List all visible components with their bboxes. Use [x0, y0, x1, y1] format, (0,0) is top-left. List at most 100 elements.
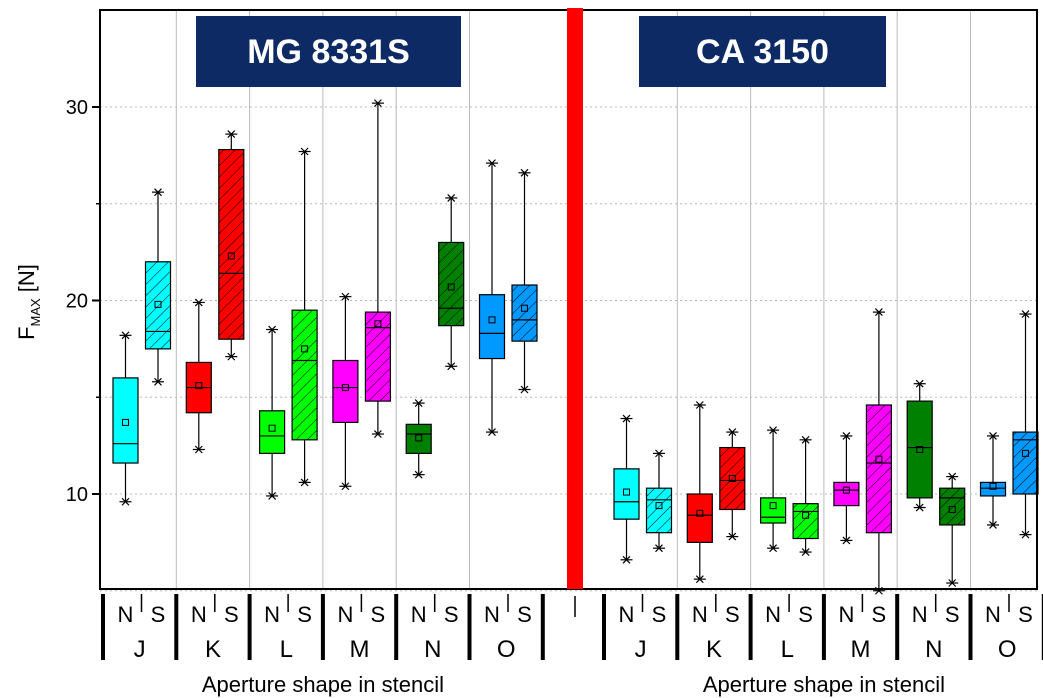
extreme-marker: [300, 147, 309, 156]
x-axis-label: Aperture shape in stencil: [202, 672, 444, 697]
group-label: N: [925, 636, 942, 663]
extreme-marker: [194, 298, 203, 307]
extreme-marker: [268, 492, 277, 500]
extreme-marker: [915, 379, 924, 388]
extreme-marker: [520, 168, 529, 177]
box-mean: [301, 345, 309, 353]
box-body: [759, 497, 787, 524]
group-label: L: [280, 636, 293, 663]
group-label: L: [781, 636, 794, 663]
extreme-marker: [801, 435, 810, 444]
sub-category-label: S: [517, 602, 532, 627]
extreme-marker: [622, 555, 631, 564]
box-mean: [623, 488, 630, 496]
box-hatch: [866, 404, 892, 533]
sub-category-label: S: [224, 602, 239, 627]
sub-category-label: S: [151, 602, 166, 627]
box-body: [332, 359, 359, 424]
box-mean: [521, 304, 528, 312]
x-axis-label: Aperture shape in stencil: [703, 672, 945, 697]
box-body: [112, 377, 139, 464]
extreme-marker: [728, 428, 737, 437]
sub-category-label: N: [191, 602, 207, 627]
box-hatch: [365, 312, 391, 402]
box-mean: [374, 320, 382, 328]
y-axis-label: FMAX [N]: [14, 264, 43, 340]
box-body: [833, 481, 860, 507]
box-mean: [769, 502, 777, 510]
extreme-marker: [655, 544, 663, 553]
box-mean: [1022, 449, 1029, 457]
box-mean: [341, 384, 349, 392]
box-mean: [227, 252, 235, 260]
sub-category-label: S: [652, 602, 667, 627]
extreme-marker: [948, 472, 957, 481]
box-mean: [948, 505, 956, 513]
extreme-marker: [300, 478, 309, 487]
extreme-marker: [1021, 530, 1030, 539]
extreme-marker: [915, 503, 924, 512]
box-mean: [802, 511, 810, 519]
sub-category-label: S: [798, 602, 813, 627]
y-tick-label: 10: [66, 484, 88, 506]
box-mean: [875, 455, 883, 463]
extreme-marker: [268, 325, 277, 334]
sub-category-label: S: [444, 602, 459, 627]
extreme-marker: [341, 292, 350, 301]
sub-category-label: S: [945, 602, 960, 627]
box-body: [259, 410, 286, 454]
group-label: O: [497, 636, 516, 663]
sub-category-label: N: [692, 602, 708, 627]
box-mean: [122, 418, 129, 426]
extreme-marker: [414, 399, 423, 407]
box-mean: [447, 283, 455, 291]
box-mean: [696, 509, 704, 517]
extreme-marker: [842, 536, 851, 545]
group-label: K: [706, 636, 722, 663]
group-label: K: [205, 636, 221, 663]
sub-category-label: N: [411, 602, 427, 627]
extreme-marker: [1021, 310, 1030, 318]
group-label: O: [998, 636, 1017, 663]
box-mean: [268, 424, 276, 432]
y-axis: 10 20 30: [66, 97, 100, 506]
extreme-marker: [769, 426, 778, 435]
extreme-marker: [154, 188, 162, 197]
extreme-marker: [622, 414, 631, 423]
box-mean: [655, 502, 663, 510]
sub-category-label: N: [985, 602, 1001, 627]
extreme-marker: [989, 521, 997, 529]
panel-title-box: [639, 16, 886, 87]
extreme-marker: [842, 432, 851, 440]
sub-category-label: N: [484, 602, 500, 627]
extreme-marker: [227, 130, 236, 139]
extreme-marker: [447, 194, 456, 202]
group-label: M: [851, 636, 871, 663]
box-mean: [195, 382, 203, 390]
extreme-marker: [227, 352, 236, 361]
box-body: [613, 468, 640, 520]
box-mean: [842, 486, 850, 494]
extreme-marker: [447, 362, 456, 371]
group-label: M: [350, 636, 370, 663]
box-body: [686, 493, 713, 543]
extreme-marker: [655, 449, 663, 458]
box-mean: [916, 445, 924, 453]
sub-category-label: N: [264, 602, 280, 627]
extreme-marker: [341, 482, 350, 491]
extreme-marker: [695, 401, 704, 409]
panel-title: CA 3150: [696, 33, 829, 71]
box-hatch: [218, 149, 244, 340]
sub-category-label: S: [297, 602, 312, 627]
extreme-marker: [373, 430, 382, 438]
group-label: J: [635, 636, 647, 663]
extreme-marker: [154, 377, 162, 386]
box-hatch: [512, 285, 537, 342]
box-series: [112, 99, 1039, 595]
extreme-marker: [121, 497, 130, 506]
extreme-marker: [194, 445, 203, 454]
sub-category-label: N: [337, 602, 353, 627]
extreme-marker: [801, 548, 810, 556]
